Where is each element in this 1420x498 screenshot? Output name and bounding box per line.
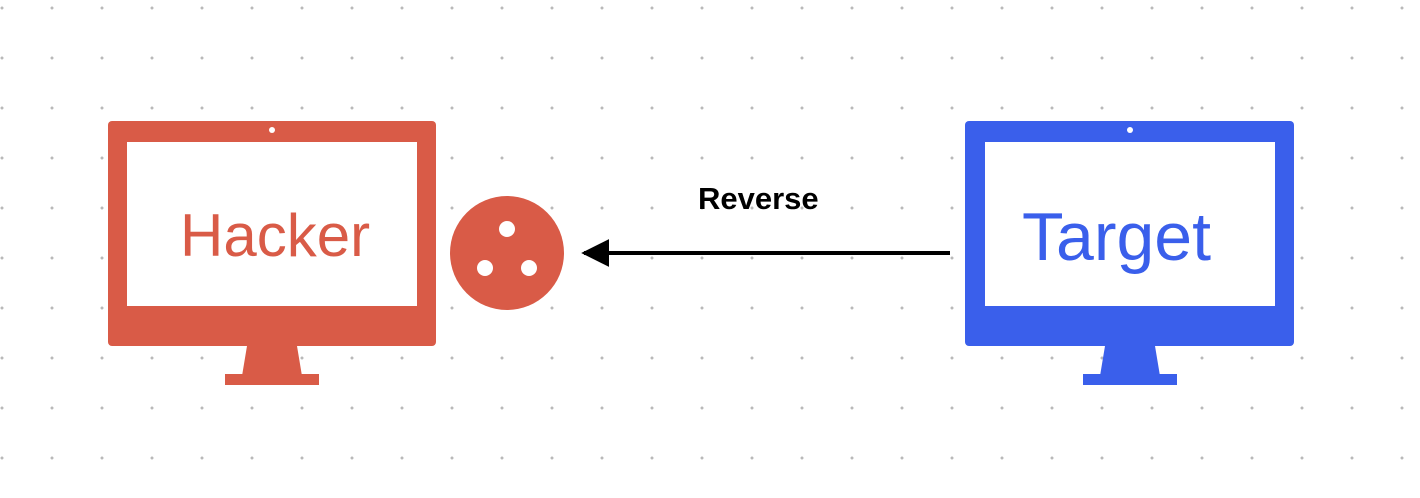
- hacker-monitor-icon[interactable]: [108, 121, 436, 385]
- target-monitor-icon[interactable]: [965, 121, 1294, 385]
- socket-port-icon[interactable]: [450, 196, 564, 310]
- reverse-connection-label: Reverse: [698, 181, 819, 216]
- target-label: Target: [1022, 199, 1211, 275]
- hacker-label: Hacker: [180, 202, 371, 269]
